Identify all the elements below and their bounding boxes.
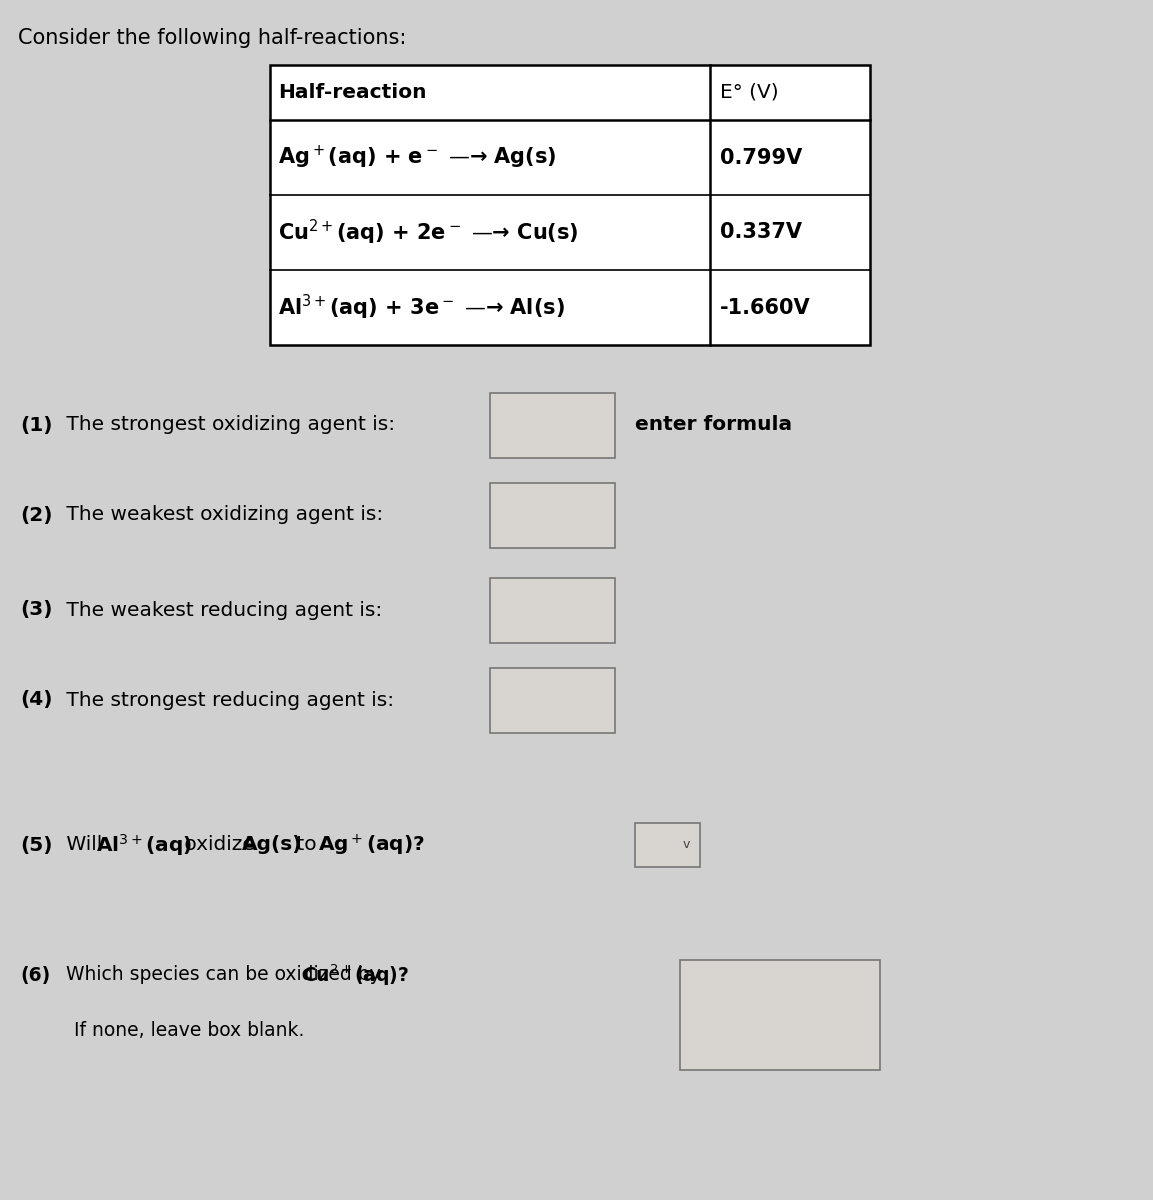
Text: Which species can be oxidized by: Which species can be oxidized by [60,966,386,984]
Text: Ag(s): Ag(s) [242,835,302,854]
Text: E° (V): E° (V) [719,83,778,102]
Text: (5): (5) [20,835,53,854]
Bar [680,960,880,1070]
Text: (4): (4) [20,690,53,709]
Text: (6): (6) [20,966,51,984]
Bar [635,823,700,866]
Bar [490,577,615,642]
Bar [490,392,615,457]
Text: Ag$^+$(aq)?: Ag$^+$(aq)? [318,833,424,858]
Text: v: v [683,839,689,852]
Text: Al$^{3+}$(aq): Al$^{3+}$(aq) [96,832,193,858]
Text: Ag$^+$(aq) + e$^-$ —→ Ag(s): Ag$^+$(aq) + e$^-$ —→ Ag(s) [278,144,557,172]
Bar [490,667,615,732]
Text: Consider the following half-reactions:: Consider the following half-reactions: [18,28,406,48]
Text: -1.660V: -1.660V [719,298,811,318]
Text: (3): (3) [20,600,53,619]
Text: The strongest oxidizing agent is:: The strongest oxidizing agent is: [60,415,395,434]
Text: Will: Will [60,835,108,854]
Text: The strongest reducing agent is:: The strongest reducing agent is: [60,690,394,709]
Text: (1): (1) [20,415,53,434]
Bar [270,65,871,346]
Text: (2): (2) [20,505,53,524]
Text: oxidize: oxidize [178,835,262,854]
Text: The weakest reducing agent is:: The weakest reducing agent is: [60,600,383,619]
Text: Half-reaction: Half-reaction [278,83,427,102]
Text: Cu$^{2+}$(aq)?: Cu$^{2+}$(aq)? [302,962,409,988]
Text: Cu$^{2+}$(aq) + 2e$^-$ —→ Cu(s): Cu$^{2+}$(aq) + 2e$^-$ —→ Cu(s) [278,218,579,247]
Text: enter formula: enter formula [635,415,792,434]
Text: The weakest oxidizing agent is:: The weakest oxidizing agent is: [60,505,383,524]
Bar [490,482,615,547]
Text: 0.799V: 0.799V [719,148,802,168]
Text: If none, leave box blank.: If none, leave box blank. [74,1020,304,1039]
Text: Al$^{3+}$(aq) + 3e$^-$ —→ Al(s): Al$^{3+}$(aq) + 3e$^-$ —→ Al(s) [278,293,565,322]
Text: to: to [291,835,323,854]
Text: 0.337V: 0.337V [719,222,802,242]
